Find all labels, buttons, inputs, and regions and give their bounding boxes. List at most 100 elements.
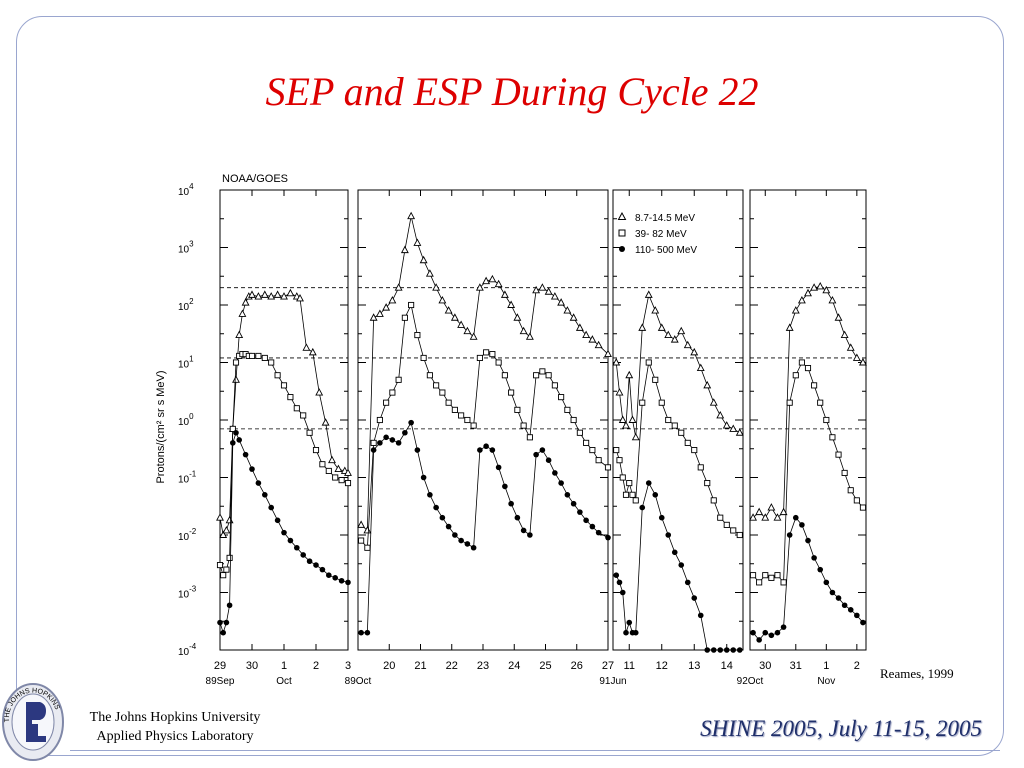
square-point: [762, 572, 769, 579]
triangle-point: [703, 380, 712, 389]
legend-dot-marker: [619, 246, 625, 252]
y-tick-label: 10-4: [178, 642, 197, 658]
dot-point: [332, 575, 338, 581]
series-dot: [750, 514, 866, 643]
square-point: [338, 477, 345, 484]
square-point: [520, 422, 527, 429]
dot-point: [823, 579, 830, 586]
dot-point: [520, 527, 527, 534]
square-point: [570, 416, 577, 424]
square-point: [658, 399, 665, 406]
chart-panel: 20 21 22 23 24 25 26 27 89Oct: [345, 189, 614, 687]
square-point: [414, 332, 421, 339]
square-point: [274, 372, 281, 379]
dot-point: [383, 434, 389, 441]
dot-point: [577, 509, 583, 515]
x-tick-label: 2: [854, 660, 860, 672]
dot-point: [665, 532, 672, 538]
dot-point: [502, 483, 508, 490]
square-point: [756, 579, 763, 586]
triangle-point: [222, 525, 231, 534]
series-triangle: [612, 290, 744, 441]
dot-point: [652, 492, 659, 498]
triangle-point: [407, 211, 416, 220]
triangle-point: [810, 283, 819, 291]
square-point: [451, 406, 458, 413]
triangle-point: [344, 468, 352, 476]
legend-label: 110- 500 MeV: [635, 245, 697, 256]
citation: Reames, 1999: [880, 666, 954, 681]
square-point: [811, 382, 818, 389]
dot-point: [223, 619, 230, 626]
dot-point: [445, 523, 452, 530]
dot-point: [464, 541, 471, 547]
square-point: [736, 531, 743, 539]
dot-point: [533, 451, 539, 458]
triangle-point: [232, 375, 240, 383]
triangle-point: [525, 332, 534, 340]
dot-point: [495, 464, 502, 471]
square-point: [859, 504, 866, 511]
slide-frame: [16, 16, 1004, 756]
x-tick-label: 30: [246, 660, 258, 672]
triangle-point: [644, 290, 653, 298]
institution-line-1: The Johns Hopkins University: [89, 710, 261, 725]
dot-point: [364, 629, 371, 636]
jhu-apl-seal: THE JOHNS HOPKINS: [2, 683, 64, 761]
triangle-point: [767, 503, 776, 511]
square-point: [639, 399, 646, 406]
institution-name: The Johns Hopkins University Applied Phy…: [66, 708, 284, 746]
square-point: [750, 572, 757, 579]
dot-point: [613, 572, 620, 578]
x-sublabel: Nov: [817, 676, 835, 687]
dot-point: [249, 466, 255, 472]
triangle-point: [321, 418, 330, 426]
dot-point: [489, 447, 496, 453]
x-sublabel: 91Jun: [599, 676, 626, 687]
series-line: [752, 286, 864, 519]
triangle-point: [791, 306, 800, 314]
square-point: [248, 352, 256, 359]
dot-point: [268, 504, 274, 511]
triangle-point: [749, 513, 758, 521]
legend-square-marker: [618, 229, 626, 237]
x-tick-label: 25: [539, 660, 551, 672]
square-point: [476, 354, 483, 361]
triangle-point: [308, 347, 317, 356]
dot-point: [539, 447, 546, 453]
square-point: [841, 469, 848, 476]
square-point: [622, 491, 630, 498]
square-point: [533, 372, 540, 379]
x-tick-label: 2: [313, 660, 319, 672]
square-point: [495, 359, 502, 366]
x-tick-label: 29: [214, 660, 226, 672]
series-triangle: [357, 211, 612, 534]
square-point: [458, 412, 465, 419]
dot-point: [829, 589, 836, 596]
square-point: [792, 372, 799, 379]
square-point: [632, 497, 639, 504]
square-point: [220, 572, 227, 579]
square-point: [626, 480, 633, 487]
square-point: [464, 416, 471, 424]
triangle-point: [804, 288, 812, 297]
square-point: [723, 521, 730, 528]
triangle-point: [334, 464, 343, 473]
triangle-point: [225, 515, 234, 524]
series-dot: [358, 419, 611, 636]
triangle-point: [388, 295, 397, 304]
dot-point: [854, 612, 860, 619]
dot-point: [774, 629, 781, 636]
square-point: [268, 359, 275, 366]
dot-point: [780, 624, 787, 630]
square-point: [780, 579, 787, 586]
x-tick-label: 3: [345, 660, 351, 672]
dot-point: [841, 602, 848, 609]
series-triangle: [749, 282, 867, 521]
dot-point: [338, 577, 345, 584]
dot-point: [730, 647, 737, 653]
square-point: [216, 562, 224, 569]
square-point: [526, 434, 533, 441]
dot-point: [242, 451, 249, 458]
dot-point: [233, 429, 239, 436]
